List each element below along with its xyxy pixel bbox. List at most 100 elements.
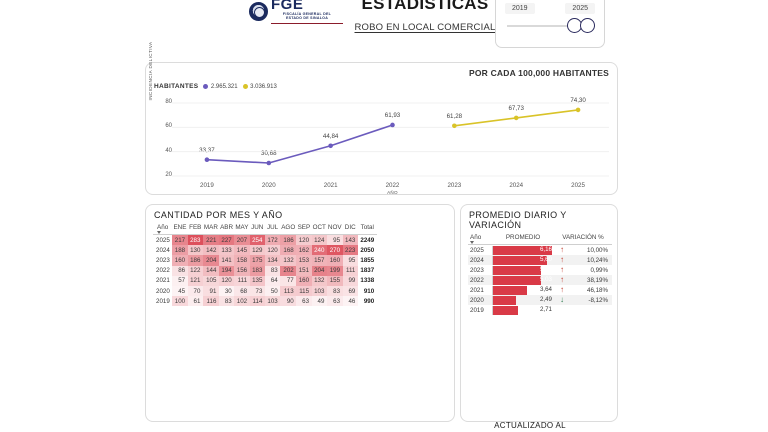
legend-item-1[interactable]: 3.036.913 — [242, 83, 277, 90]
column-header-dic[interactable]: DIC — [342, 222, 358, 235]
prom-column-header-1[interactable]: PROMEDIO — [492, 232, 554, 245]
cell-promedio: 5,60 — [492, 255, 554, 265]
cell-month-value: 69 — [342, 285, 358, 297]
y-axis-tick: 80 — [165, 99, 172, 105]
prom-table-row[interactable]: 2019 2,71 — [468, 305, 612, 315]
cell-month-value: 132 — [280, 255, 297, 266]
column-header-jul[interactable]: JUL — [264, 222, 281, 235]
chart-point-label: 67,73 — [508, 104, 524, 112]
promedio-bar — [492, 275, 541, 285]
cell-year: 2023 — [156, 256, 170, 264]
page-title: ESTADÍSTICAS — [361, 0, 489, 13]
column-header-año[interactable]: Año — [153, 222, 173, 235]
column-header-abr[interactable]: ABR — [218, 222, 235, 235]
cell-promedio: 2,49 — [492, 295, 554, 305]
prom-table-row[interactable]: 2025 6,16 ↑ 10,00% — [468, 245, 612, 256]
cell-month-value: 151 — [296, 265, 312, 276]
x-axis-tick: 2023 — [447, 182, 462, 189]
chart-data-point[interactable] — [513, 115, 519, 121]
prom-table-row[interactable]: 2023 5,08 ↑ 0,99% — [468, 265, 612, 275]
cell-month-value: 254 — [249, 234, 265, 246]
cell-month-value: 83 — [264, 265, 281, 276]
promedio-value: 6,16 — [539, 246, 552, 254]
year-range-filter[interactable]: 2019 2025 — [495, 0, 605, 48]
table-row[interactable]: 2025 217 283 221 227 207 254 172 186 120 124 95 143 2… — [153, 234, 377, 246]
table-row[interactable]: 2019 100 61 116 83 102 114 103 90 63 49 63 46 990 — [153, 296, 377, 307]
prom-column-header-0[interactable]: Año — [468, 232, 492, 245]
y-axis-tick: 20 — [165, 172, 172, 178]
cell-total: 910 — [363, 287, 375, 295]
fge-logo: FGE FISCALÍA GENERAL DEL ESTADO DE SINAL… — [249, 0, 345, 26]
cell-total: 990 — [363, 297, 375, 305]
cell-month-value: 132 — [311, 275, 327, 286]
prom-table-row[interactable]: 2020 2,49 ↓ -8,12% — [468, 295, 612, 305]
arrow-up-icon: ↑ — [560, 285, 564, 294]
chart-data-point[interactable] — [204, 157, 210, 163]
cell-promedio: 5,08 — [492, 265, 554, 275]
cell-month-value: 202 — [280, 265, 297, 276]
column-header-ago[interactable]: AGO — [280, 222, 297, 235]
cell-year: 2019 — [470, 306, 484, 314]
cell-month-value: 70 — [187, 285, 203, 297]
cell-month-value: 91 — [202, 285, 219, 297]
table-row[interactable]: 2023 160 186 204 141 158 175 134 132 153 157 160 95 1… — [153, 255, 377, 266]
prom-column-header-2[interactable]: VARIACIÓN % — [554, 232, 612, 245]
cell-month-value: 160 — [326, 255, 343, 266]
cell-year: 2021 — [470, 286, 484, 294]
cell-month-value: 141 — [218, 255, 235, 266]
cell-month-value: 160 — [296, 275, 312, 286]
column-header-sep[interactable]: SEP — [296, 222, 312, 235]
sort-caret-icon — [470, 241, 474, 244]
column-header-ene[interactable]: ENE — [172, 222, 188, 235]
chart-data-point[interactable] — [452, 123, 457, 129]
cell-month-value: 156 — [234, 265, 250, 276]
column-header-feb[interactable]: FEB — [187, 222, 203, 235]
cell-month-value: 64 — [264, 275, 281, 286]
table-row[interactable]: 2020 45 70 91 30 68 73 50 113 115 103 83 69 910 — [153, 285, 377, 297]
legend-color-dot — [242, 84, 248, 89]
cell-year: 2022 — [468, 275, 492, 285]
table-row[interactable]: 2024 188 130 142 133 145 129 120 168 162 240 270 223… — [153, 245, 377, 256]
cell-month-value: 155 — [326, 275, 343, 286]
column-header-jun[interactable]: JUN — [249, 222, 265, 235]
cell-month-value: 217 — [172, 234, 188, 246]
fge-seal-icon — [249, 1, 268, 21]
promedio-value: 3,64 — [539, 286, 552, 294]
table-row[interactable]: 2021 57 121 105 120 111 135 64 77 160 132 155 99 1338 — [153, 275, 377, 286]
chart-data-point[interactable] — [328, 143, 333, 149]
cell-month-value: 100 — [172, 296, 188, 307]
chart-point-label: 74,30 — [570, 96, 586, 104]
chart-data-point[interactable] — [266, 160, 272, 166]
cell-total: 1837 — [360, 267, 375, 275]
cell-promedio: 2,71 — [492, 305, 554, 315]
legend-value: 3.036.913 — [250, 83, 277, 90]
cell-month-value: 83 — [218, 296, 235, 307]
cell-month-value: 153 — [296, 255, 312, 266]
cell-year: 2024 — [156, 246, 170, 254]
chart-data-point[interactable] — [390, 122, 395, 128]
table-row[interactable]: 2022 86 122 144 194 156 183 83 202 151 204 199 111 18… — [153, 265, 377, 276]
column-header-mar[interactable]: MAR — [202, 222, 219, 235]
cell-month-value: 103 — [264, 296, 281, 307]
column-header-may[interactable]: MAY — [234, 222, 250, 235]
prom-table-row[interactable]: 2021 3,64 ↑ 46,18% — [468, 285, 612, 295]
column-header-oct[interactable]: OCT — [311, 222, 327, 235]
prom-table-row[interactable]: 2022 5,03 ↑ 38,19% — [468, 275, 612, 285]
chart-data-point[interactable] — [575, 107, 581, 113]
cell-year: 2019 — [156, 297, 170, 305]
legend-item-0[interactable]: 2.965.321 — [203, 84, 238, 90]
arrow-up-icon: ↑ — [560, 275, 564, 284]
slider-handle-max[interactable] — [580, 18, 595, 33]
slider-track[interactable] — [507, 25, 595, 27]
y-axis-tick: 60 — [165, 123, 172, 130]
cell-month-value: 223 — [342, 245, 358, 256]
cell-variacion: ↓ -8,12% — [554, 295, 612, 305]
column-header-nov[interactable]: NOV — [326, 222, 343, 235]
cell-month-value: 46 — [342, 296, 358, 307]
cell-month-value: 113 — [280, 285, 297, 297]
cell-month-value: 116 — [202, 296, 219, 307]
column-header-total[interactable]: Total — [357, 222, 377, 235]
prom-table-row[interactable]: 2024 5,60 ↑ 10,24% — [468, 255, 612, 265]
chart-point-label: 61,28 — [446, 112, 463, 120]
promedio-value: 2,71 — [539, 306, 552, 314]
